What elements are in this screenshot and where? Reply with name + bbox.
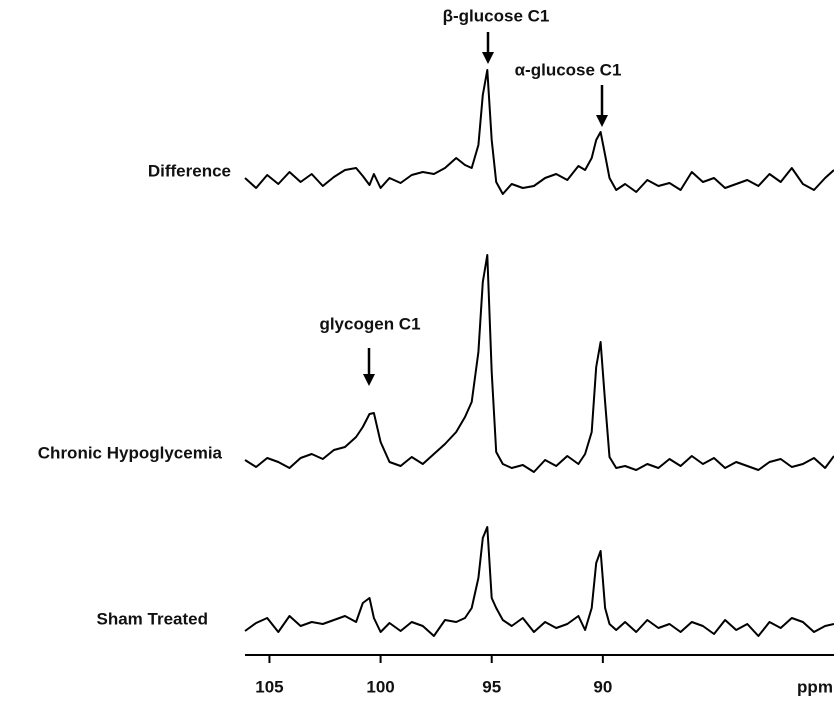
series-label: Chronic Hypoglycemia xyxy=(38,443,223,462)
annotation: α-glucose C1 xyxy=(515,60,622,79)
x-tick-label: 105 xyxy=(255,677,283,696)
annotation: glycogen C1 xyxy=(319,314,420,333)
spectrum-line xyxy=(244,526,834,637)
x-tick-label: 95 xyxy=(482,677,501,696)
series-label: Difference xyxy=(148,161,231,180)
x-axis-label: ppm xyxy=(797,677,833,696)
spectrum-line xyxy=(244,254,834,473)
annotation: β-glucose C1 xyxy=(443,6,550,25)
x-tick-label: 90 xyxy=(593,677,612,696)
annotation-arrowhead xyxy=(596,115,608,127)
series-label: Sham Treated xyxy=(97,609,209,628)
x-tick-label: 100 xyxy=(366,677,394,696)
annotation-arrowhead xyxy=(363,374,375,386)
spectrum-line xyxy=(244,69,834,195)
annotation-arrowhead xyxy=(482,52,494,64)
